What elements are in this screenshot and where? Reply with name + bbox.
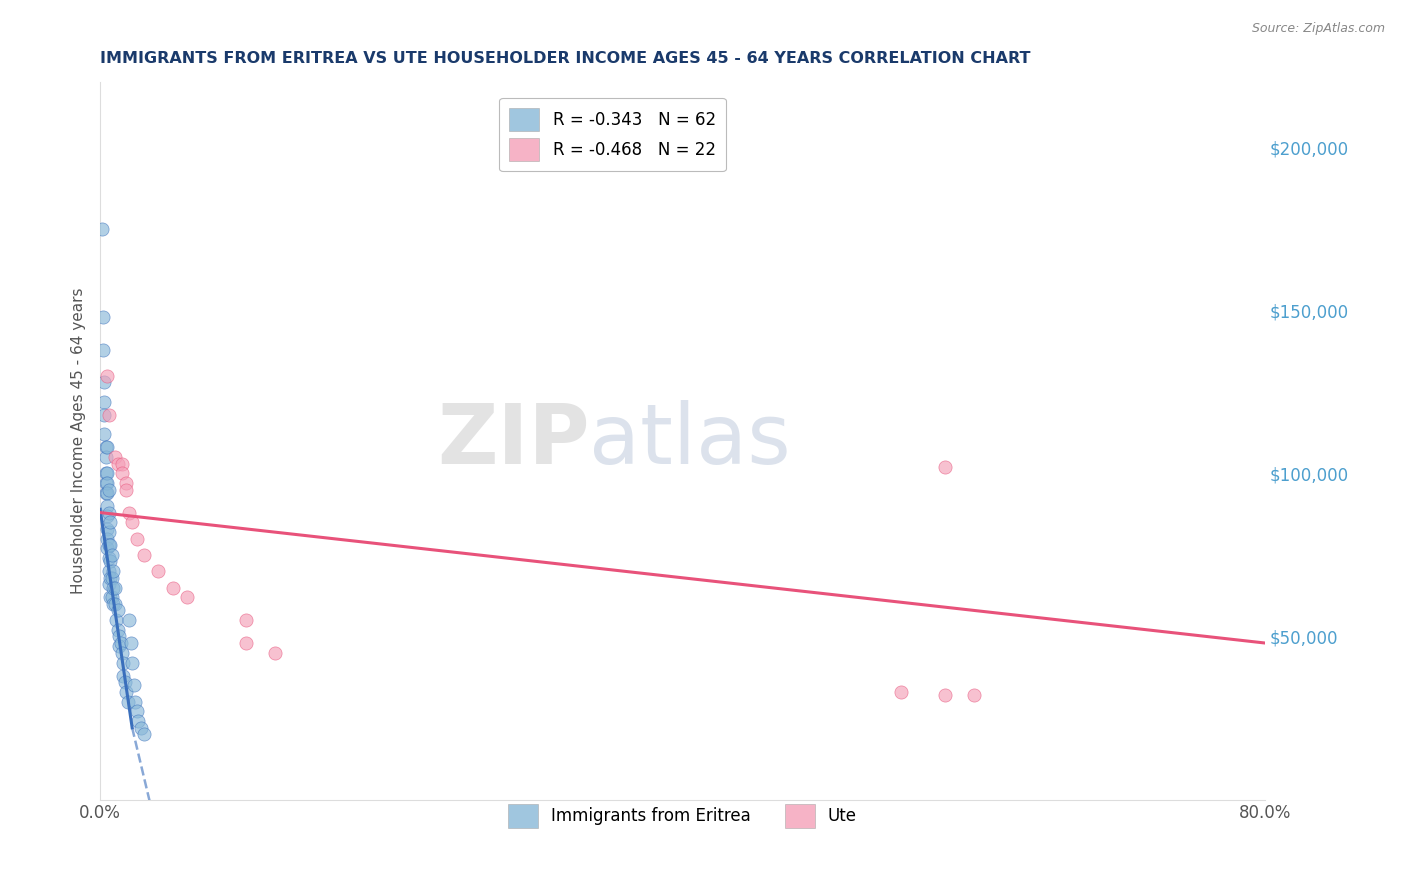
Point — [98, 554, 121, 568]
Point — [235, 613, 257, 627]
Point — [117, 695, 139, 709]
Point — [115, 476, 138, 491]
Point — [97, 525, 120, 540]
Point — [94, 450, 117, 464]
Y-axis label: Householder Income Ages 45 - 64 years: Householder Income Ages 45 - 64 years — [72, 287, 86, 594]
Point — [94, 476, 117, 491]
Point — [108, 630, 131, 644]
Point — [97, 538, 120, 552]
Point — [96, 467, 118, 481]
Point — [112, 656, 135, 670]
Point — [104, 581, 127, 595]
Point — [103, 564, 125, 578]
Point — [121, 656, 143, 670]
Point — [96, 532, 118, 546]
Point — [103, 581, 125, 595]
Point — [235, 636, 257, 650]
Point — [121, 516, 143, 530]
Point — [100, 591, 122, 605]
Point — [176, 591, 198, 605]
Point — [125, 532, 148, 546]
Point — [96, 508, 118, 523]
Point — [115, 685, 138, 699]
Point — [111, 457, 134, 471]
Point — [934, 688, 956, 702]
Point — [93, 394, 115, 409]
Point — [263, 646, 285, 660]
Point — [120, 636, 142, 650]
Point — [963, 688, 986, 702]
Point — [112, 668, 135, 682]
Point — [104, 450, 127, 464]
Point — [97, 408, 120, 422]
Point — [111, 646, 134, 660]
Point — [96, 522, 118, 536]
Point — [118, 613, 141, 627]
Text: ZIP: ZIP — [437, 401, 589, 482]
Point — [890, 685, 912, 699]
Point — [934, 459, 956, 474]
Point — [98, 516, 121, 530]
Text: atlas: atlas — [589, 401, 792, 482]
Point — [107, 603, 129, 617]
Point — [94, 486, 117, 500]
Point — [107, 457, 129, 471]
Point — [108, 640, 131, 654]
Point — [91, 343, 114, 357]
Point — [96, 368, 118, 383]
Point — [93, 427, 115, 442]
Point — [97, 483, 120, 497]
Point — [111, 467, 134, 481]
Point — [97, 577, 120, 591]
Point — [98, 538, 121, 552]
Point — [94, 441, 117, 455]
Point — [162, 581, 184, 595]
Point — [122, 678, 145, 692]
Point — [94, 467, 117, 481]
Point — [132, 727, 155, 741]
Point — [96, 486, 118, 500]
Point — [98, 571, 121, 585]
Point — [98, 591, 121, 605]
Point — [129, 721, 152, 735]
Legend: Immigrants from Eritrea, Ute: Immigrants from Eritrea, Ute — [502, 797, 863, 834]
Point — [97, 506, 120, 520]
Point — [127, 714, 149, 729]
Point — [132, 548, 155, 562]
Point — [115, 483, 138, 497]
Point — [100, 571, 122, 585]
Point — [124, 695, 146, 709]
Point — [103, 597, 125, 611]
Point — [118, 506, 141, 520]
Point — [96, 476, 118, 491]
Point — [100, 548, 122, 562]
Point — [148, 564, 170, 578]
Text: Source: ZipAtlas.com: Source: ZipAtlas.com — [1251, 22, 1385, 36]
Point — [104, 597, 127, 611]
Point — [96, 441, 118, 455]
Point — [107, 623, 129, 637]
Point — [105, 613, 128, 627]
Point — [125, 705, 148, 719]
Point — [114, 675, 136, 690]
Point — [110, 636, 132, 650]
Point — [96, 499, 118, 513]
Point — [93, 375, 115, 389]
Point — [97, 551, 120, 566]
Text: IMMIGRANTS FROM ERITREA VS UTE HOUSEHOLDER INCOME AGES 45 - 64 YEARS CORRELATION: IMMIGRANTS FROM ERITREA VS UTE HOUSEHOLD… — [100, 51, 1031, 66]
Point — [96, 541, 118, 556]
Point — [93, 408, 115, 422]
Point — [90, 222, 112, 236]
Point — [97, 564, 120, 578]
Point — [91, 310, 114, 324]
